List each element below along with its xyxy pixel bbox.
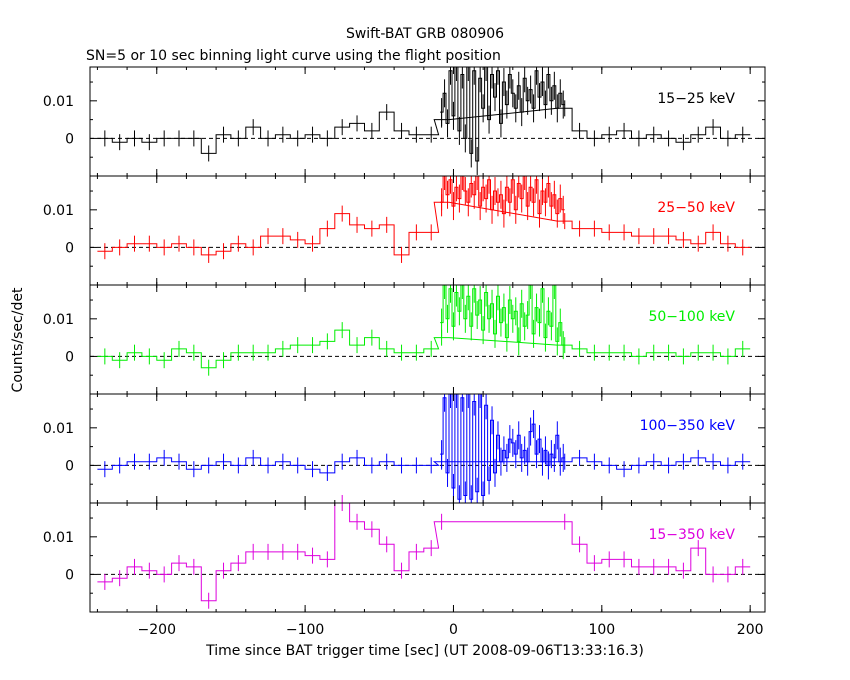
x-tick-label: 200 — [737, 622, 764, 638]
panel-frame — [89, 393, 766, 504]
binned-curve — [97, 107, 751, 154]
burst-curve — [440, 393, 565, 500]
y-tick-label: 0 — [65, 240, 74, 256]
y-axis-label: Counts/sec/det — [10, 287, 26, 392]
y-tick-label: 0.01 — [43, 203, 74, 219]
y-tick-label: 0.01 — [43, 421, 74, 437]
binned-curve — [97, 329, 751, 369]
panel-frame — [89, 66, 766, 177]
panel-0: 0 0.01 15−25 keV — [43, 66, 766, 177]
y-tick-label: 0.01 — [43, 530, 74, 546]
panel-frame — [89, 175, 766, 286]
y-tick-label: 0.01 — [43, 94, 74, 110]
y-tick-label: 0 — [65, 131, 74, 147]
panel-3: 0 0.01 100−350 keV — [43, 393, 766, 504]
x-tick-label: −100 — [286, 622, 324, 638]
band-label: 25−50 keV — [657, 200, 735, 216]
burst-curve — [440, 284, 565, 346]
panel-1: 0 0.01 25−50 keV — [43, 175, 766, 286]
panel-frame — [89, 502, 766, 613]
y-tick-label: 0.01 — [43, 312, 74, 328]
binned-curve — [97, 457, 751, 474]
x-tick-label: 0 — [449, 622, 458, 638]
panels-group: 0 0.01 15−25 keV 0 0.01 25−50 keV 0 0.01 50−100 … — [43, 66, 766, 613]
y-tick-label: 0 — [65, 458, 74, 474]
band-label: 15−350 keV — [648, 527, 735, 543]
chart-title: Swift-BAT GRB 080906 — [346, 26, 504, 42]
y-tick-label: 0 — [65, 567, 74, 583]
panel-2: 0 0.01 50−100 keV — [43, 284, 766, 395]
panel-frame — [89, 284, 766, 395]
x-axis-label: Time since BAT trigger time [sec] (UT 20… — [205, 643, 644, 659]
burst-curve — [440, 175, 565, 215]
band-label: 15−25 keV — [657, 91, 735, 107]
chart-subtitle: SN=5 or 10 sec binning light curve using… — [86, 48, 501, 64]
panel-4: 0 0.01 15−350 keV — [43, 495, 766, 613]
x-tick-labels: −200 −100 0 100 200 — [138, 622, 764, 638]
binned-curve — [97, 502, 751, 602]
burst-curve — [440, 66, 565, 162]
band-label: 50−100 keV — [648, 309, 735, 325]
y-tick-label: 0 — [65, 349, 74, 365]
binned-curve — [97, 201, 751, 256]
x-tick-label: 100 — [588, 622, 615, 638]
x-tick-label: −200 — [138, 622, 176, 638]
band-label: 100−350 keV — [640, 418, 736, 434]
